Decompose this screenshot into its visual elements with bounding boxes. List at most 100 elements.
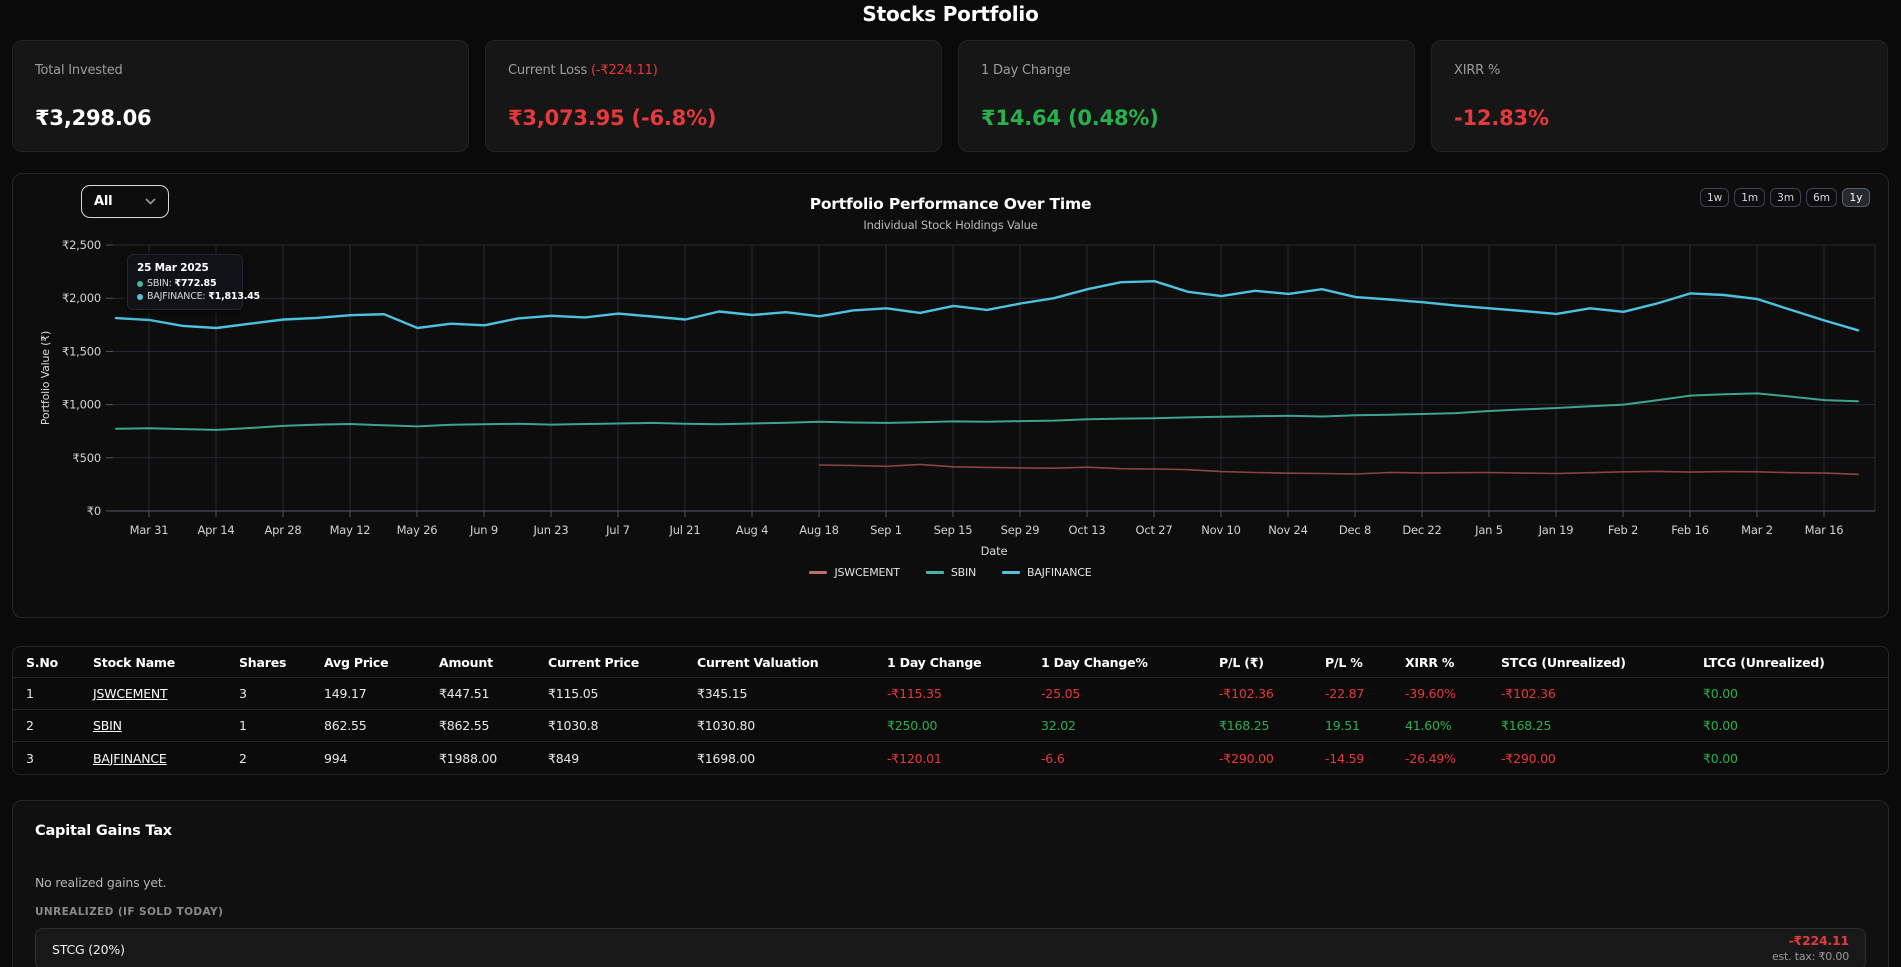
chart-subtitle: Individual Stock Holdings Value [13,218,1888,232]
svg-text:May 12: May 12 [330,523,371,537]
table-cell: ₹168.25 [1219,718,1325,733]
table-cell: ₹1030.80 [697,718,887,733]
stcg-est-tax: est. tax: ₹0.00 [1772,950,1849,965]
column-header: Avg Price [324,655,439,670]
portfolio-chart-card: All Portfolio Performance Over Time Indi… [12,173,1889,618]
table-cell: ₹0.00 [1703,751,1888,766]
unrealized-label: UNREALIZED (IF SOLD TODAY) [35,906,1866,918]
svg-text:Sep 15: Sep 15 [934,523,973,537]
table-cell: -26.49% [1405,751,1501,766]
table-cell: ₹0.00 [1703,718,1888,733]
svg-text:Aug 18: Aug 18 [799,523,839,537]
table-cell: 41.60% [1405,718,1501,733]
table-cell: ₹447.51 [439,686,548,701]
range-button-6m[interactable]: 6m [1806,188,1837,207]
holdings-table: S.NoStock NameSharesAvg PriceAmount Curre… [12,646,1889,775]
table-cell: -₹290.00 [1501,751,1703,766]
stock-link-BAJFINANCE[interactable]: BAJFINANCE [93,751,167,766]
table-cell: 862.55 [324,718,439,733]
range-button-1w[interactable]: 1w [1700,188,1729,207]
legend-swatch-icon [1002,571,1020,574]
table-cell: ₹862.55 [439,718,548,733]
column-header: Amount [439,655,548,670]
svg-text:₹500: ₹500 [73,451,101,465]
portfolio-line-chart[interactable]: ₹2,500₹2,000₹1,500₹1,000₹500₹0Mar 31Apr … [13,232,1888,566]
svg-text:Feb 2: Feb 2 [1608,523,1638,537]
stcg-label: STCG (20%) [52,942,125,957]
card-label: 1 Day Change [981,63,1392,78]
range-button-1m[interactable]: 1m [1734,188,1765,207]
table-cell: ₹345.15 [697,686,887,701]
table-row: 1JSWCEMENT 3149.17₹447.51₹115.05₹345.15 -₹… [13,678,1888,710]
svg-text:Portfolio Value (₹): Portfolio Value (₹) [39,331,52,425]
card-value: ₹14.64 (0.48%) [981,106,1392,130]
table-header-row: S.NoStock NameSharesAvg PriceAmount Curre… [13,647,1888,678]
svg-text:Jun 23: Jun 23 [532,523,568,537]
svg-text:Mar 2: Mar 2 [1741,523,1773,537]
column-header: P/L (₹) [1219,655,1325,670]
column-header: Shares [239,655,324,670]
table-cell: -₹102.36 [1219,686,1325,701]
table-cell: ₹1698.00 [697,751,887,766]
svg-text:Jan 5: Jan 5 [1474,523,1503,537]
card-total-invested: Total Invested ₹3,298.06 [12,40,469,152]
table-cell: -₹290.00 [1219,751,1325,766]
svg-text:Aug 4: Aug 4 [736,523,768,537]
table-cell: 32.02 [1041,718,1219,733]
card-value: -12.83% [1454,106,1865,130]
chart-tooltip: 25 Mar 2025 SBIN: ₹772.85BAJFINANCE: ₹1,… [127,254,243,310]
range-button-3m[interactable]: 3m [1770,188,1801,207]
svg-text:Oct 27: Oct 27 [1136,523,1173,537]
table-cell: -39.60% [1405,686,1501,701]
column-header: Stock Name [93,655,239,670]
no-realized-gains-text: No realized gains yet. [35,875,1866,890]
card-value: ₹3,298.06 [35,106,446,130]
card-label: XIRR % [1454,63,1865,78]
svg-text:Sep 29: Sep 29 [1001,523,1040,537]
column-header: Current Valuation [697,655,887,670]
table-cell: 1 [26,686,93,701]
legend-item-SBIN[interactable]: SBIN [926,566,976,579]
stock-link-SBIN[interactable]: SBIN [93,718,122,733]
stock-link-JSWCEMENT[interactable]: JSWCEMENT [93,686,167,701]
table-cell: ₹115.05 [548,686,697,701]
svg-text:Jan 19: Jan 19 [1538,523,1574,537]
table-cell: 994 [324,751,439,766]
svg-text:Apr 28: Apr 28 [265,523,302,537]
column-header: LTCG (Unrealized) [1703,655,1888,670]
table-cell: -22.87 [1325,686,1405,701]
column-header: 1 Day Change [887,655,1041,670]
table-cell: -25.05 [1041,686,1219,701]
column-header: S.No [26,655,93,670]
table-cell: 3 [239,686,324,701]
table-cell: -₹102.36 [1501,686,1703,701]
column-header: XIRR % [1405,655,1501,670]
table-cell: JSWCEMENT [93,686,239,701]
svg-text:₹2,000: ₹2,000 [62,291,101,305]
table-cell: ₹0.00 [1703,686,1888,701]
svg-text:₹2,500: ₹2,500 [62,238,101,252]
chart-legend: JSWCEMENT SBIN BAJFINANCE [13,566,1888,579]
tooltip-series-row: SBIN: ₹772.85 [137,278,233,289]
table-row: 3BAJFINANCE2994₹1988.00₹849₹1698.00-₹120… [13,742,1888,774]
capital-gains-title: Capital Gains Tax [35,823,1866,839]
svg-text:Dec 22: Dec 22 [1402,523,1441,537]
svg-text:Apr 14: Apr 14 [198,523,235,537]
stcg-row: STCG (20%) -₹224.11 est. tax: ₹0.00 [35,928,1866,967]
legend-swatch-icon [926,571,944,574]
legend-item-BAJFINANCE[interactable]: BAJFINANCE [1002,566,1092,579]
table-cell: -₹120.01 [887,751,1041,766]
card-value: ₹3,073.95 (-6.8%) [508,106,919,130]
chart-title: Portfolio Performance Over Time [13,195,1888,213]
legend-item-JSWCEMENT[interactable]: JSWCEMENT [809,566,899,579]
range-button-1y[interactable]: 1y [1842,188,1870,207]
svg-text:Dec 8: Dec 8 [1339,523,1371,537]
table-cell: 19.51 [1325,718,1405,733]
table-cell: 149.17 [324,686,439,701]
table-cell: -14.59 [1325,751,1405,766]
legend-swatch-icon [809,571,827,574]
table-cell: 1 [239,718,324,733]
table-cell: BAJFINANCE [93,751,239,766]
svg-text:Jul 21: Jul 21 [669,523,701,537]
table-cell: ₹168.25 [1501,718,1703,733]
